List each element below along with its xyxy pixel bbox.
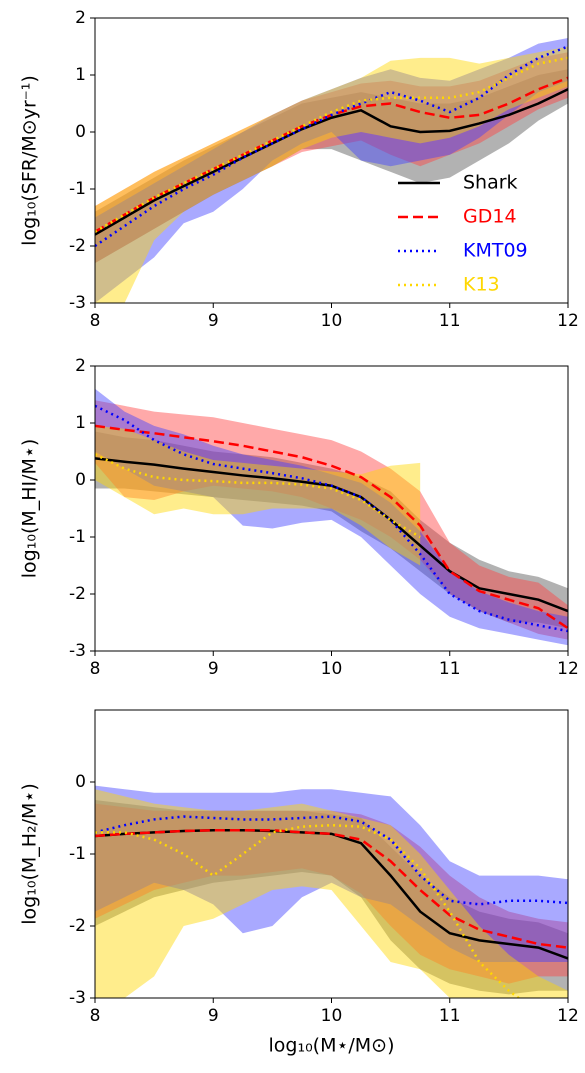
- y-tick-label: -2: [69, 236, 86, 256]
- y-tick-label: -2: [69, 916, 86, 936]
- series-line: [95, 88, 568, 236]
- x-tick-label: 12: [557, 311, 579, 331]
- series-line: [95, 56, 568, 233]
- x-tick-label: 10: [321, 659, 343, 679]
- x-tick-label: 9: [208, 311, 219, 331]
- x-tick-label: 8: [90, 659, 101, 679]
- x-tick-label: 8: [90, 311, 101, 331]
- legend-label: GD14: [463, 206, 517, 228]
- x-tick-label: 11: [439, 1006, 461, 1026]
- y-tick-label: -1: [69, 179, 86, 199]
- x-tick-label: 11: [439, 311, 461, 331]
- band: [95, 803, 568, 984]
- panel: -3 -2 -1 0 8 9 10 11 12 log₁₀(M_H₂/M⋆) log₁₀(M⋆/M⊙…: [19, 709, 579, 1057]
- y-tick-label: 1: [75, 413, 86, 433]
- plot-area: [95, 785, 568, 998]
- y-tick-label: 0: [75, 470, 86, 490]
- y-axis-label: log₁₀(M_HI/M⋆): [19, 439, 41, 579]
- band: [95, 425, 421, 566]
- band: [95, 800, 568, 995]
- band: [95, 52, 568, 264]
- x-tick-label: 10: [321, 1006, 343, 1026]
- y-tick-label: 2: [75, 356, 86, 376]
- band: [95, 37, 568, 303]
- y-axis-label: log₁₀(M_H₂/M⋆): [19, 783, 41, 925]
- series-line: [95, 828, 568, 949]
- x-tick-label: 12: [557, 1006, 579, 1026]
- series-line: [95, 424, 568, 630]
- y-tick-label: -3: [69, 293, 86, 313]
- band: [95, 400, 568, 640]
- band: [95, 69, 568, 264]
- series-line: [95, 815, 568, 906]
- y-tick-label: 1: [75, 65, 86, 85]
- x-tick-label: 8: [90, 1006, 101, 1026]
- y-tick-label: -1: [69, 844, 86, 864]
- series-line: [95, 404, 568, 633]
- y-tick-label: 0: [75, 122, 86, 142]
- y-tick-label: -1: [69, 527, 86, 547]
- legend-label: Shark: [463, 172, 518, 194]
- band: [95, 789, 568, 998]
- x-axis-label: log₁₀(M⋆/M⊙): [268, 1035, 394, 1057]
- plot-area: [95, 388, 568, 646]
- y-tick-label: -3: [69, 988, 86, 1008]
- x-tick-label: 9: [208, 1006, 219, 1026]
- band: [95, 431, 568, 629]
- y-tick-label: 2: [75, 8, 86, 28]
- band: [95, 388, 568, 646]
- x-tick-label: 11: [439, 659, 461, 679]
- legend-label: KMT09: [463, 240, 528, 262]
- y-axis-label: log₁₀(SFR/M⊙yr⁻¹): [19, 75, 41, 246]
- y-tick-label: -2: [69, 584, 86, 604]
- y-tick-label: -3: [69, 641, 86, 661]
- x-tick-label: 9: [208, 659, 219, 679]
- band: [95, 46, 568, 303]
- y-tick-label: 0: [75, 772, 86, 792]
- x-tick-label: 10: [321, 311, 343, 331]
- plot-area: [95, 37, 568, 303]
- x-tick-label: 12: [557, 659, 579, 679]
- legend-label: K13: [463, 274, 500, 296]
- series-line: [95, 45, 568, 248]
